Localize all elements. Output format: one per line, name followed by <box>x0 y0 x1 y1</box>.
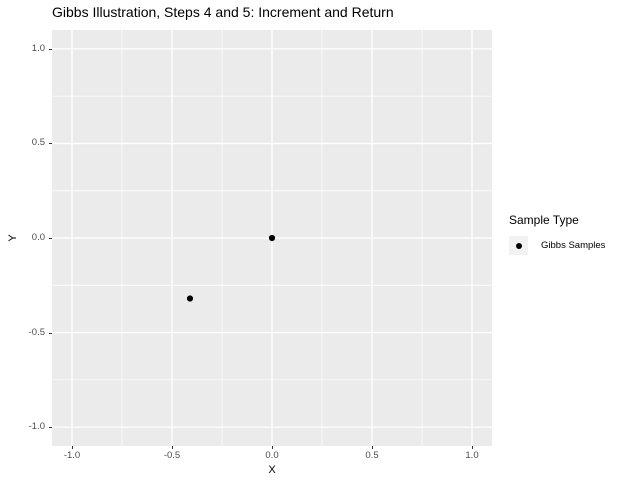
x-tick-mark <box>72 446 73 449</box>
y-tick-mark <box>49 332 52 334</box>
x-tick-mark <box>372 446 373 449</box>
data-point <box>268 234 276 242</box>
plot-area-svg <box>52 30 492 446</box>
x-tick-label: 1.0 <box>465 450 479 461</box>
y-tick-label: -0.5 <box>28 326 45 338</box>
y-tick-label: 0.5 <box>31 137 45 149</box>
x-tick-mark <box>272 446 273 449</box>
plot-panel <box>52 30 492 446</box>
x-tick-mark <box>472 446 473 449</box>
x-tick-label: 0.5 <box>365 450 379 461</box>
legend-item: Gibbs Samples <box>509 236 605 255</box>
x-tick-label: 0.0 <box>265 450 279 461</box>
x-tick-label: -1.0 <box>63 450 81 461</box>
y-tick-mark <box>49 238 52 239</box>
y-tick-mark <box>49 427 52 429</box>
x-tick-label: -0.5 <box>163 450 181 461</box>
y-tick-label: 1.0 <box>31 42 45 54</box>
y-tick-mark <box>49 48 52 50</box>
legend-title: Sample Type <box>509 213 579 227</box>
y-tick-label: 0.0 <box>31 232 45 243</box>
chart-title: Gibbs Illustration, Steps 4 and 5: Incre… <box>52 4 394 20</box>
legend-item-label: Gibbs Samples <box>541 240 606 251</box>
y-tick-mark <box>49 143 52 145</box>
legend-key <box>509 236 528 255</box>
x-tick-mark <box>172 446 173 449</box>
legend-point-icon <box>515 242 522 249</box>
y-tick-label: -1.0 <box>28 421 45 433</box>
x-axis-title: X <box>268 464 276 476</box>
legend: Sample Type Gibbs Samples <box>509 213 605 255</box>
data-point <box>186 295 194 302</box>
